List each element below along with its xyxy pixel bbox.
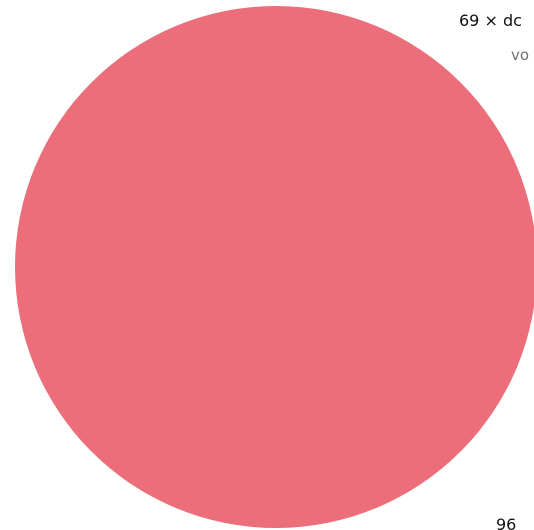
top-right-sublabel: vo: [511, 46, 530, 64]
top-right-label: 69 × dc: [459, 11, 522, 30]
bottom-right-label: 96: [496, 515, 517, 530]
pink-disc: [15, 6, 534, 528]
